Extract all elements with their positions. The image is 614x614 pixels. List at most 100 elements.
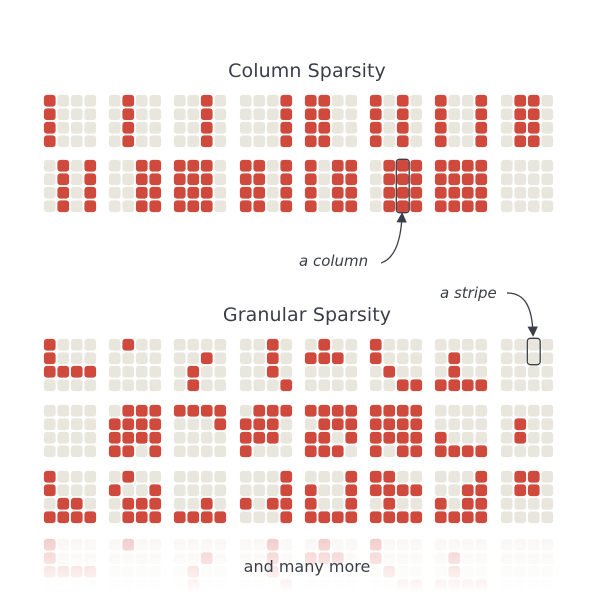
more-label: and many more bbox=[243, 557, 371, 576]
inactive-cell bbox=[396, 470, 409, 483]
active-cell bbox=[514, 470, 527, 483]
inactive-cell bbox=[369, 159, 382, 172]
inactive-cell bbox=[84, 445, 97, 458]
inactive-cell bbox=[318, 365, 331, 378]
inactive-cell bbox=[200, 470, 213, 483]
inactive-cell bbox=[187, 121, 200, 134]
column-block bbox=[304, 94, 358, 148]
active-cell bbox=[410, 511, 423, 524]
active-cell bbox=[122, 497, 135, 510]
inactive-cell bbox=[149, 108, 162, 121]
active-cell bbox=[280, 121, 293, 134]
active-cell bbox=[475, 94, 488, 107]
granular-block bbox=[108, 470, 162, 524]
active-cell bbox=[266, 365, 279, 378]
inactive-cell bbox=[527, 186, 540, 199]
active-cell bbox=[200, 497, 213, 510]
active-cell bbox=[448, 445, 461, 458]
inactive-cell bbox=[149, 94, 162, 107]
inactive-cell bbox=[500, 497, 513, 510]
inactive-cell bbox=[318, 173, 331, 186]
inactive-cell bbox=[57, 418, 70, 431]
inactive-cell bbox=[173, 470, 186, 483]
inactive-cell bbox=[253, 379, 266, 392]
active-cell bbox=[122, 470, 135, 483]
active-cell bbox=[410, 173, 423, 186]
inactive-cell bbox=[122, 186, 135, 199]
active-cell bbox=[200, 352, 213, 365]
active-cell bbox=[149, 418, 162, 431]
inactive-cell bbox=[514, 352, 527, 365]
column-block bbox=[173, 159, 227, 213]
inactive-cell bbox=[331, 484, 344, 497]
active-cell bbox=[434, 173, 447, 186]
active-cell bbox=[396, 173, 409, 186]
inactive-cell bbox=[304, 365, 317, 378]
inactive-cell bbox=[280, 418, 293, 431]
active-cell bbox=[57, 200, 70, 213]
inactive-cell bbox=[70, 431, 83, 444]
active-cell bbox=[280, 186, 293, 199]
inactive-cell bbox=[84, 379, 97, 392]
inactive-cell bbox=[448, 431, 461, 444]
active-cell bbox=[43, 470, 56, 483]
active-cell bbox=[304, 431, 317, 444]
inactive-cell bbox=[514, 511, 527, 524]
inactive-cell bbox=[461, 108, 474, 121]
active-cell bbox=[434, 159, 447, 172]
inactive-cell bbox=[318, 186, 331, 199]
active-cell bbox=[122, 338, 135, 351]
fade-overlay bbox=[30, 534, 590, 594]
active-cell bbox=[135, 186, 148, 199]
inactive-cell bbox=[475, 365, 488, 378]
granular-block bbox=[500, 404, 554, 458]
active-cell bbox=[383, 159, 396, 172]
inactive-cell bbox=[173, 379, 186, 392]
inactive-cell bbox=[149, 352, 162, 365]
active-cell bbox=[57, 186, 70, 199]
granular-block bbox=[108, 404, 162, 458]
inactive-cell bbox=[57, 352, 70, 365]
active-cell bbox=[527, 135, 540, 148]
granular-block bbox=[173, 338, 227, 392]
inactive-cell bbox=[280, 365, 293, 378]
active-cell bbox=[214, 511, 227, 524]
inactive-cell bbox=[84, 108, 97, 121]
inactive-cell bbox=[70, 121, 83, 134]
active-cell bbox=[448, 352, 461, 365]
inactive-cell bbox=[266, 511, 279, 524]
active-cell bbox=[345, 431, 358, 444]
inactive-cell bbox=[541, 352, 554, 365]
inactive-cell bbox=[149, 338, 162, 351]
active-cell bbox=[187, 404, 200, 417]
inactive-cell bbox=[214, 200, 227, 213]
active-cell bbox=[173, 159, 186, 172]
inactive-cell bbox=[57, 404, 70, 417]
inactive-cell bbox=[461, 352, 474, 365]
active-cell bbox=[331, 445, 344, 458]
inactive-cell bbox=[214, 365, 227, 378]
inactive-cell bbox=[448, 404, 461, 417]
inactive-cell bbox=[500, 108, 513, 121]
inactive-cell bbox=[383, 135, 396, 148]
inactive-cell bbox=[475, 404, 488, 417]
inactive-cell bbox=[396, 338, 409, 351]
column-block bbox=[500, 159, 554, 213]
active-cell bbox=[318, 338, 331, 351]
inactive-cell bbox=[410, 121, 423, 134]
inactive-cell bbox=[108, 159, 121, 172]
active-cell bbox=[149, 173, 162, 186]
active-cell bbox=[434, 511, 447, 524]
inactive-cell bbox=[43, 418, 56, 431]
active-cell bbox=[187, 379, 200, 392]
inactive-cell bbox=[173, 135, 186, 148]
active-cell bbox=[149, 159, 162, 172]
inactive-cell bbox=[214, 338, 227, 351]
active-cell bbox=[187, 159, 200, 172]
inactive-cell bbox=[108, 365, 121, 378]
active-cell bbox=[200, 511, 213, 524]
active-cell bbox=[43, 484, 56, 497]
active-cell bbox=[266, 404, 279, 417]
inactive-cell bbox=[187, 497, 200, 510]
inactive-cell bbox=[239, 108, 252, 121]
